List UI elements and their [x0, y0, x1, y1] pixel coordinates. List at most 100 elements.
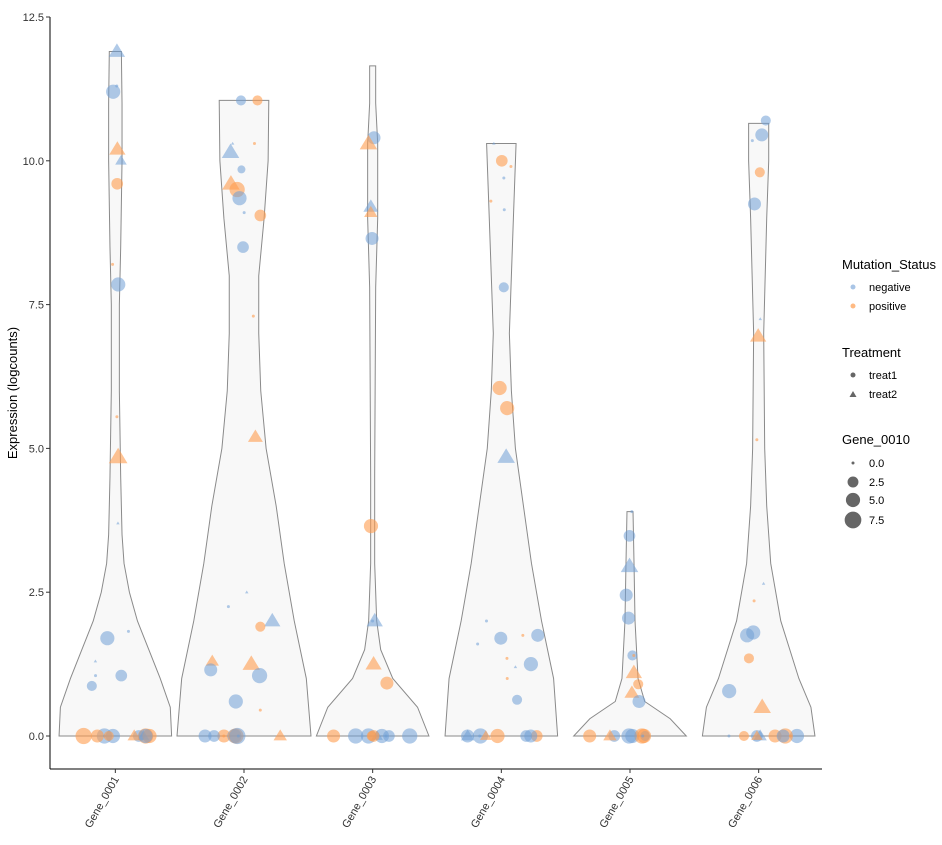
point-negative-treat2: [460, 729, 475, 741]
legend-key-size: [845, 492, 861, 508]
point-positive-treat1: [500, 401, 515, 416]
point-positive-treat1: [222, 734, 226, 738]
point-negative-treat1: [524, 729, 538, 743]
x-tick-label: Gene_0001: [83, 775, 122, 831]
point-negative-treat1: [621, 728, 637, 744]
y-tick-label: 7.5: [29, 300, 44, 312]
point-negative-treat1: [632, 694, 646, 708]
point-negative-treat1: [727, 734, 731, 738]
point-negative-treat1: [523, 657, 538, 672]
point-negative-treat1: [138, 728, 153, 744]
point-negative-treat1: [478, 734, 482, 738]
legend-label-size: 0.0: [869, 458, 884, 470]
point-negative-treat2: [245, 590, 249, 594]
y-tick-label: 5.0: [29, 443, 44, 455]
point-negative-treat2: [761, 581, 766, 585]
legend-title-mutation: Mutation_Status: [842, 257, 936, 272]
point-positive-treat1: [258, 708, 262, 712]
point-negative-treat1: [623, 530, 636, 542]
point-negative-treat1: [100, 631, 115, 646]
point-negative-treat2: [221, 143, 240, 158]
point-positive-treat1: [755, 438, 759, 442]
point-positive-treat1: [743, 653, 754, 664]
y-axis-title: Expression (logcounts): [5, 327, 20, 459]
point-negative-treat1: [747, 197, 761, 211]
legend-label-treat2: treat2: [869, 389, 897, 401]
point-positive-treat2: [247, 429, 263, 442]
point-negative-treat1: [722, 684, 737, 699]
point-positive-treat1: [505, 656, 509, 660]
point-negative-treat1: [755, 128, 769, 142]
point-negative-treat1: [371, 619, 375, 623]
point-negative-treat2: [758, 317, 763, 321]
point-negative-treat1: [402, 728, 418, 744]
violins: [58, 51, 816, 737]
point-negative-treat1: [760, 115, 771, 126]
x-tick-label: Gene_0005: [597, 775, 636, 831]
point-negative-treat1: [208, 730, 220, 742]
point-negative-treat1: [106, 84, 121, 99]
point-negative-treat1: [502, 176, 506, 180]
point-negative-treat2: [492, 141, 496, 145]
y-tick-label: 10.0: [23, 156, 44, 168]
point-positive-treat1: [380, 676, 394, 690]
legend-label-size: 2.5: [869, 477, 884, 489]
point-negative-treat1: [630, 510, 634, 514]
point-negative-treat1: [621, 611, 635, 625]
point-positive-treat2: [624, 685, 640, 698]
point-positive-treat1: [738, 730, 749, 742]
violin-Gene_0006: [701, 122, 816, 737]
violin-Gene_0002: [176, 99, 312, 737]
point-negative-treat1: [476, 642, 480, 646]
point-negative-treat1: [641, 734, 645, 738]
violin-Gene_0004: [444, 143, 559, 737]
point-negative-treat1: [750, 139, 754, 143]
point-positive-treat1: [521, 633, 525, 637]
point-negative-treat1: [348, 728, 364, 744]
point-negative-treat2: [115, 155, 127, 165]
point-positive-treat1: [632, 653, 636, 657]
legend-key-positive: [850, 303, 856, 309]
y-tick-label: 0.0: [29, 731, 44, 743]
point-positive-treat1: [111, 177, 124, 190]
point-negative-treat2: [513, 665, 518, 669]
point-positive-treat1: [90, 729, 104, 743]
point-positive-treat1: [254, 209, 267, 222]
points: [75, 43, 805, 745]
x-tick-label: Gene_0003: [340, 775, 379, 831]
point-positive-treat1: [252, 142, 256, 146]
point-positive-treat2: [109, 141, 126, 155]
point-positive-treat2: [751, 730, 763, 740]
violin-Gene_0003: [315, 65, 430, 737]
point-negative-treat2: [363, 199, 379, 212]
point-negative-treat1: [531, 628, 545, 642]
point-negative-treat2: [366, 612, 383, 627]
point-positive-treat1: [754, 167, 765, 178]
point-negative-treat1: [115, 84, 119, 88]
legend-key-size: [851, 461, 855, 465]
point-positive-treat2: [753, 698, 771, 714]
point-negative-treat1: [251, 667, 268, 684]
point-positive-treat1: [583, 729, 597, 743]
legend-key-negative: [850, 284, 856, 290]
legend-label-treat1: treat1: [869, 370, 897, 382]
point-positive-treat2: [242, 655, 261, 670]
point-negative-treat1: [512, 694, 523, 705]
legend-key-size: [844, 511, 862, 529]
point-negative-treat1: [232, 191, 247, 206]
point-positive-treat2: [480, 730, 492, 740]
point-negative-treat2: [620, 557, 639, 573]
point-positive-treat1: [327, 729, 341, 743]
point-positive-treat2: [625, 664, 643, 679]
point-positive-treat2: [750, 328, 767, 342]
point-positive-treat1: [489, 199, 493, 203]
point-negative-treat1: [228, 694, 243, 709]
point-positive-treat1: [490, 728, 505, 744]
point-positive-treat2: [365, 656, 382, 670]
point-negative-treat1: [776, 729, 790, 743]
legend-key-size: [847, 476, 859, 488]
point-positive-treat1: [363, 518, 379, 534]
point-positive-treat1: [252, 95, 263, 106]
point-negative-treat1: [111, 277, 126, 292]
legend-label-negative: negative: [869, 282, 911, 294]
